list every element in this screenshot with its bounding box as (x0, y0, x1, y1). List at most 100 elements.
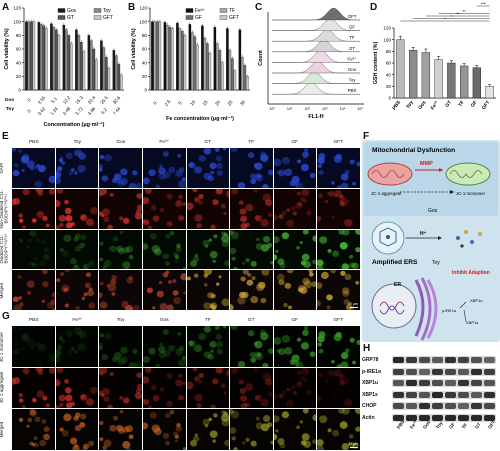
x-tick-label: GFT (481, 100, 491, 111)
bar (45, 28, 48, 91)
bar (77, 35, 81, 91)
blot-column-label: Toy (434, 420, 444, 430)
panel-g-image-cell (273, 367, 317, 409)
panel-e-image-cell (99, 229, 142, 270)
blot-band (393, 414, 404, 421)
legend-swatch (93, 8, 102, 13)
blot-band (484, 368, 495, 375)
panel-e-image-cell (273, 270, 317, 310)
blot-strip (392, 379, 496, 387)
x-tick-label: 10⁰ (269, 107, 275, 111)
blot-band (393, 357, 404, 363)
blot-strip (392, 390, 496, 399)
histogram-label: Toy (349, 78, 357, 83)
y-tick-label: 120 (383, 26, 391, 31)
panel-g-row-label: JC-1 aggregate (0, 372, 4, 404)
row-label-toy: Toy (6, 106, 15, 112)
histogram-GT (272, 39, 360, 52)
panel-d-chart: 0 20 40 60 80 100 120 GSH content (%) PBS Toy Gos F… (373, 1, 496, 111)
bar (203, 37, 207, 91)
blot-strip (392, 356, 496, 364)
bar (178, 28, 182, 91)
legend-label: GT (67, 15, 74, 21)
blot-band (432, 414, 443, 421)
blot-band (471, 368, 482, 375)
xbp1s-label: XBP1s (466, 320, 478, 325)
bar (181, 31, 184, 91)
panel-e-image-cell (317, 188, 360, 229)
panel-label-d: D (370, 2, 378, 13)
panel-g-column-label: Fe³⁺ (72, 318, 83, 323)
histogram-label: Gos (348, 67, 357, 72)
panel-e-row-label: DAPI (0, 162, 4, 174)
panel-e-image-cell (99, 148, 142, 188)
scale-bar (350, 307, 358, 308)
y-axis-label: Cell viability (%) (4, 28, 10, 70)
bar (246, 76, 249, 91)
panel-g-image-cell (273, 326, 317, 367)
panel-e-image-cell (186, 270, 230, 310)
blot-band (406, 368, 417, 375)
sig-marker: *** (481, 1, 486, 6)
x-tick-label: Toy (405, 99, 415, 109)
panel-g-image-cell (12, 326, 55, 367)
x-tick-label-gos: 25.5 (99, 95, 109, 105)
panel-g-column-label: GT (247, 318, 255, 323)
panel-label-c: C (255, 2, 263, 13)
panel-g-column-label: GFT (333, 318, 344, 323)
blot-band (458, 380, 469, 386)
panel-g-image-cell (12, 409, 55, 450)
x-tick-label-toy: 0.62 (37, 106, 47, 116)
y-tick-label: 20 (16, 74, 22, 79)
bar (231, 58, 234, 91)
panel-e-image-cell (55, 270, 99, 310)
blot-strip (392, 402, 496, 410)
blot-band (471, 357, 482, 363)
panel-e-image-cell (230, 270, 273, 310)
blot-band (445, 414, 456, 421)
bar (233, 70, 237, 91)
panel-g-image-grid: 50 μm (12, 326, 360, 450)
panel-e-image-cell (273, 229, 317, 270)
row-label-gos: Gos (5, 97, 15, 103)
blot-band (458, 357, 469, 363)
bar (120, 74, 123, 91)
panel-g-image-cell (142, 409, 186, 450)
blot-column-label: TF (460, 422, 468, 430)
blot-band (419, 414, 430, 421)
histogram-label: GT (349, 46, 355, 51)
panel-e-column-label: Gos (116, 140, 126, 145)
sig-marker: * (451, 14, 453, 19)
blot-band (484, 391, 495, 398)
bar (30, 21, 33, 91)
panel-e-image-cell (142, 148, 186, 188)
x-axis-label: Concentration (μg·ml⁻¹) (44, 122, 105, 128)
blot-strip (392, 413, 496, 422)
blot-column-label: GT (473, 421, 482, 430)
panel-e-image-cell (142, 188, 186, 229)
panel-e-image-grid: 50 μm (12, 148, 360, 310)
x-tick-label-gos: 0 (26, 97, 32, 103)
x-tick-label: 10³ (322, 107, 328, 111)
x-tick-label: 10² (304, 107, 310, 111)
bar (95, 59, 98, 91)
molecule-icon (371, 221, 405, 255)
panel-e-image-cell (12, 229, 55, 270)
x-tick-label: GT (444, 100, 453, 109)
bar (75, 29, 78, 91)
bar (188, 24, 192, 91)
bar-GF (472, 67, 482, 99)
bar (100, 40, 103, 91)
blot-row-label: XBP1s (362, 391, 378, 398)
blot-band (393, 368, 404, 375)
bar (166, 24, 169, 91)
legend-label: GFT (103, 15, 113, 21)
bar (52, 27, 56, 91)
panel-e-image-cell (55, 148, 99, 188)
x-tick-label: 15 (202, 99, 209, 106)
blot-row-label: Actin (362, 414, 375, 421)
panel-label-f: F (363, 131, 370, 142)
legend-label: GFT (229, 15, 239, 21)
legend-label: Gos (67, 8, 77, 14)
histogram-TF (272, 29, 361, 42)
